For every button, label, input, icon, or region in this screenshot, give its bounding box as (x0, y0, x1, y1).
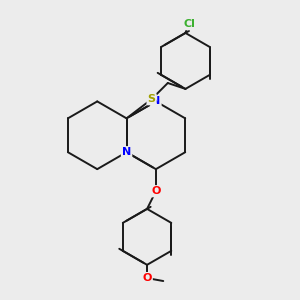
Text: N: N (151, 96, 160, 106)
Text: O: O (142, 273, 152, 283)
Text: S: S (148, 94, 156, 104)
Text: Cl: Cl (184, 19, 196, 29)
Text: N: N (122, 147, 131, 157)
Text: O: O (151, 186, 160, 196)
